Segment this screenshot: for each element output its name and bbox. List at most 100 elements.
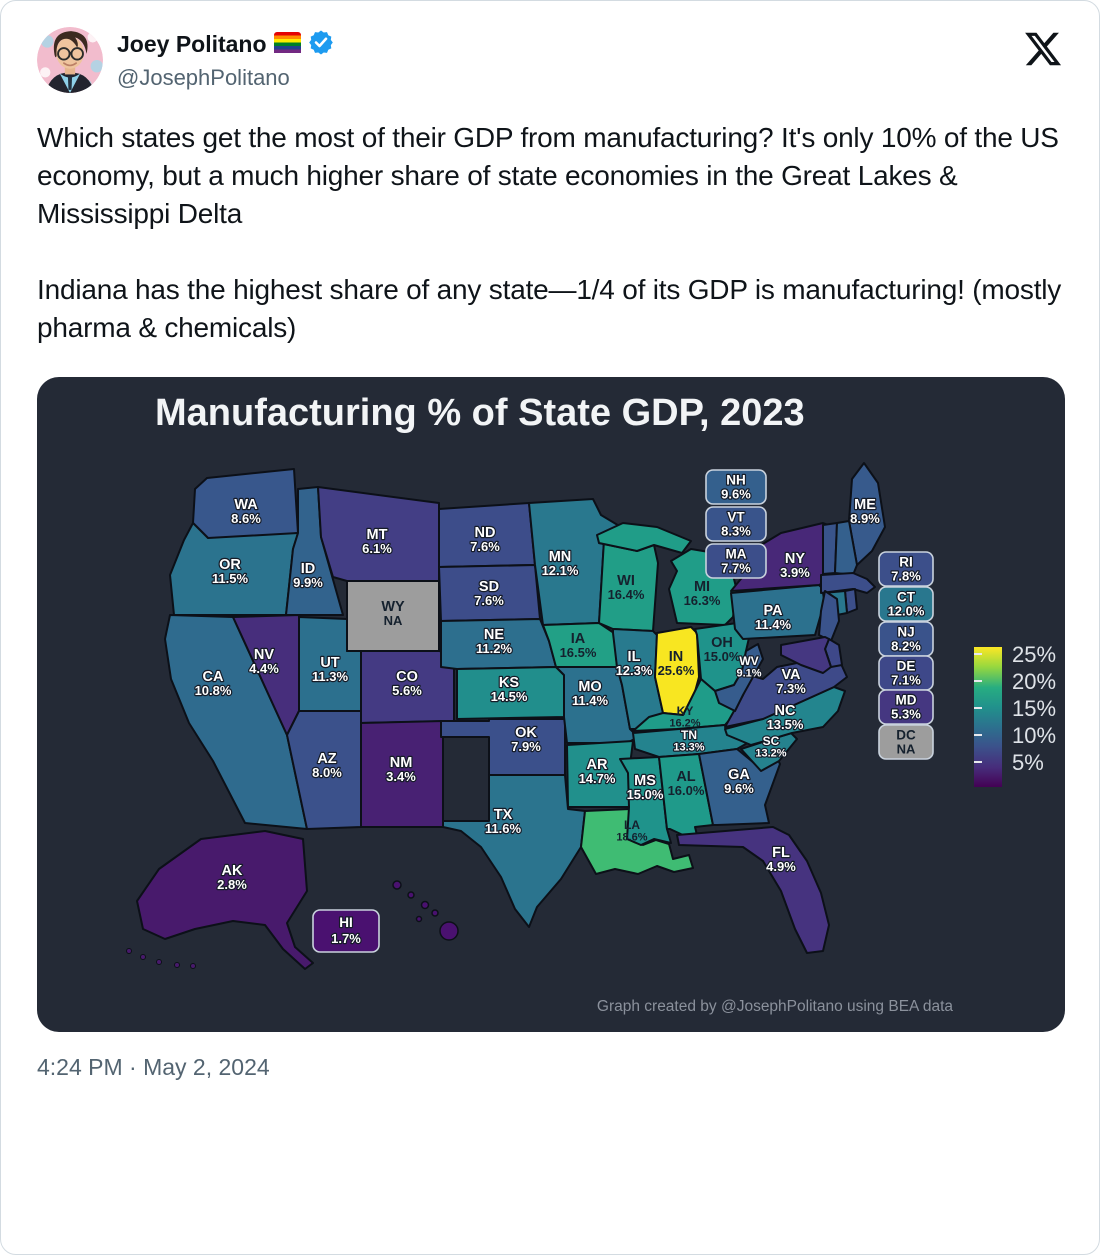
legend-tick-label: 5% (1012, 750, 1044, 775)
legend: 25%20%15%10%5% (974, 642, 1056, 787)
aleutian-island (140, 954, 146, 960)
svg-text:VT8.3%: VT 8.3% (721, 510, 751, 539)
state-label-MO: MO 11.4% (572, 679, 609, 708)
aleutian-island (126, 948, 132, 954)
state-label-WI: WI 16.4% (608, 573, 645, 602)
state-label-AL: AL 16.0% (668, 769, 705, 798)
hawaiian-island (407, 891, 415, 899)
state-label-IL: IL 12.3% (616, 649, 653, 678)
state-label-IA: IA 16.5% (560, 631, 597, 660)
state-NH (834, 520, 858, 576)
boxed-label-RI: RI 7.8% (878, 551, 934, 587)
tweet-body: Which states get the most of their GDP f… (37, 119, 1063, 347)
tweet-paragraph-1: Which states get the most of their GDP f… (37, 122, 1059, 229)
state-label-SC: SC 13.2% (755, 734, 786, 760)
boxed-label-DC: DC NA (878, 724, 934, 760)
state-label-AZ: AZ 8.0% (312, 751, 342, 780)
state-MD (780, 636, 832, 674)
state-label-PA: PA 11.4% (755, 603, 792, 632)
author-name[interactable]: Joey Politano (117, 30, 267, 57)
legend-tick-label: 25% (1012, 642, 1056, 667)
aleutian-island (174, 962, 180, 968)
state-label-ME: ME 8.9% (850, 497, 880, 526)
svg-text:NJ8.2%: NJ 8.2% (891, 625, 921, 654)
state-label-AK: AK 2.8% (217, 863, 247, 892)
boxed-label-DE: DE 7.1% (878, 655, 934, 691)
aleutian-island (190, 963, 196, 969)
avatar-illustration (37, 27, 103, 93)
state-CO (360, 650, 455, 724)
states-layer (136, 462, 886, 970)
legend-tick-label: 10% (1012, 723, 1056, 748)
state-label-WV: WV 9.1% (736, 654, 761, 680)
svg-text:RI7.8%: RI 7.8% (891, 555, 921, 584)
state-label-NC: NC 13.5% (767, 703, 804, 732)
author-handle[interactable]: @JosephPolitano (117, 65, 290, 90)
state-WV (714, 643, 764, 712)
state-label-MI: MI 16.3% (684, 579, 721, 608)
tweet-header: Joey Politano @JosephPolitano (37, 27, 1063, 93)
state-label-WY: WY NA (381, 599, 405, 628)
boxed-label-NJ: NJ 8.2% (878, 621, 934, 657)
state-AK (136, 830, 314, 970)
islands-layer (126, 880, 459, 969)
x-logo-icon[interactable] (1023, 27, 1063, 69)
hawaiian-island (439, 921, 459, 941)
state-label-CA: CA 10.8% (195, 669, 232, 698)
aleutian-island (156, 959, 162, 965)
state-label-WA: WA 8.6% (231, 497, 261, 526)
author-block: Joey Politano @JosephPolitano (117, 27, 334, 91)
state-label-TX: TX 11.6% (485, 807, 522, 836)
state-label-ID: ID 9.9% (293, 561, 323, 590)
map-attribution: Graph created by @JosephPolitano using B… (597, 998, 953, 1015)
svg-text:DE7.1%: DE 7.1% (891, 659, 921, 688)
svg-text:NH9.6%: NH 9.6% (721, 473, 751, 502)
state-label-ND: ND 7.6% (470, 525, 500, 554)
state-label-MT: MT 6.1% (362, 527, 392, 556)
hawaiian-island (420, 900, 430, 910)
boxed-label-NH: NH 9.6% (705, 469, 767, 505)
avatar[interactable] (37, 27, 103, 93)
legend-tick-label: 15% (1012, 696, 1056, 721)
hawaiian-island (392, 880, 402, 890)
legend-colorbar (974, 647, 1002, 787)
state-label-LA: LA 18.6% (616, 818, 647, 844)
legend-tick-label: 20% (1012, 669, 1056, 694)
state-label-MS: MS 15.0% (627, 773, 664, 802)
map-title: Manufacturing % of State GDP, 2023 (155, 392, 805, 434)
boxed-label-MD: MD 5.3% (878, 689, 934, 725)
verified-badge-icon (308, 29, 334, 60)
state-label-IN: IN 25.6% (658, 649, 695, 678)
state-FL (676, 826, 830, 954)
boxed-label-MA: MA 7.7% (705, 543, 767, 579)
state-label-NM: NM 3.4% (386, 755, 416, 784)
manufacturing-map-image[interactable]: Manufacturing % of State GDP, 2023 WA 8.6… (37, 377, 1065, 1032)
state-label-SD: SD 7.6% (474, 579, 504, 608)
pride-flag-icon (273, 31, 301, 58)
state-label-TN: TN 13.3% (673, 728, 704, 754)
timestamp[interactable]: 4:24 PM · May 2, 2024 (37, 1054, 270, 1080)
state-label-GA: GA 9.6% (724, 767, 754, 796)
boxed-labels-layer: NH 9.6% VT 8.3% MA 7.7% RI 7.8% CT 12.0% NJ 8.2% DE 7… (312, 469, 934, 953)
state-label-UT: UT 11.3% (312, 655, 349, 684)
hawaiian-island (431, 909, 439, 917)
state-label-AR: AR 14.7% (579, 757, 616, 786)
state-label-NY: NY 3.9% (780, 551, 810, 580)
tweet-paragraph-2: Indiana has the highest share of any sta… (37, 274, 1062, 343)
state-label-NV: NV 4.4% (249, 647, 279, 676)
state-label-VA: VA 7.3% (776, 667, 806, 696)
state-labels-layer: WA 8.6% OR 11.5% CA 10.8% ID 9.9% NV 4.4% UT 11.3% A… (193, 496, 881, 893)
state-TX (442, 774, 586, 928)
state-label-OK: OK 7.9% (511, 725, 541, 754)
state-label-FL: FL 4.9% (766, 845, 796, 874)
state-label-KY: KY 16.2% (669, 704, 700, 730)
state-label-NE: NE 11.2% (476, 627, 513, 656)
state-label-KS: KS 14.5% (491, 675, 528, 704)
svg-text:HI1.7%: HI 1.7% (331, 915, 361, 946)
state-label-OR: OR 11.5% (212, 557, 249, 586)
hawaiian-island (415, 915, 423, 923)
state-ME (848, 462, 886, 566)
